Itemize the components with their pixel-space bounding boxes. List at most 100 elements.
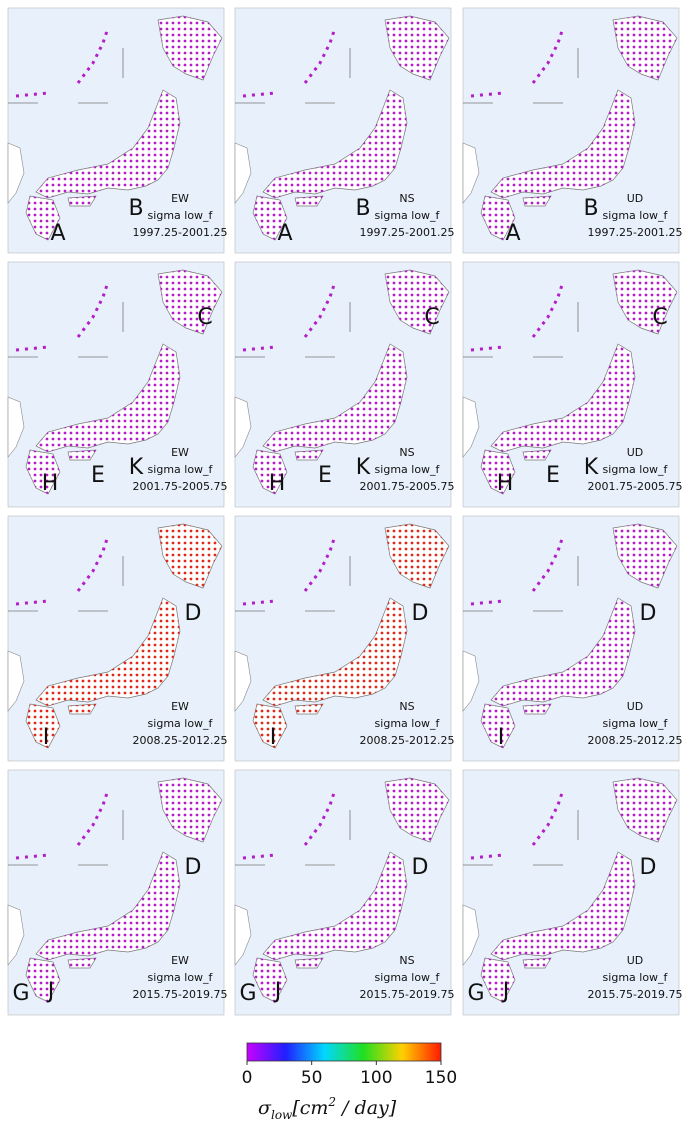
colorbar-tick-label: 100 xyxy=(360,1068,392,1088)
region-letter: E xyxy=(91,463,105,488)
korea-landmass xyxy=(234,142,252,204)
period-label: 1997.25-2001.25 xyxy=(588,226,683,239)
station-dots xyxy=(481,524,677,748)
method-label: sigma low_f xyxy=(603,209,669,222)
method-label: sigma low_f xyxy=(603,463,669,476)
region-letter: H xyxy=(497,471,514,496)
period-label: 2008.25-2012.25 xyxy=(588,734,683,747)
korea-landmass xyxy=(7,142,25,204)
colorbar-tick-label: 150 xyxy=(425,1068,457,1088)
station-dots xyxy=(26,16,222,240)
korea-landmass xyxy=(234,904,252,966)
map-panel: NS sigma low_f 2008.25-2012.25 D I xyxy=(234,515,455,762)
map-panel: UD sigma low_f 2015.75-2019.75 D G J xyxy=(462,769,682,1016)
map-panel: EW sigma low_f 2015.75-2019.75 D G J xyxy=(7,769,227,1016)
region-letter: B xyxy=(355,196,370,221)
region-letter: H xyxy=(42,471,59,496)
station-dots xyxy=(253,778,449,1002)
korea-landmass xyxy=(7,650,25,712)
region-letter: E xyxy=(546,463,560,488)
label-unit: [cm xyxy=(292,1097,328,1119)
period-label: 1997.25-2001.25 xyxy=(133,226,228,239)
region-letter: J xyxy=(501,979,510,1004)
method-label: sigma low_f xyxy=(148,971,214,984)
region-letter: D xyxy=(412,601,429,626)
region-letter: A xyxy=(50,221,65,246)
colorbar xyxy=(246,1042,442,1062)
label-power: 2 xyxy=(327,1095,336,1109)
method-label: sigma low_f xyxy=(375,971,441,984)
station-dots xyxy=(26,778,222,1002)
map-panel: EW sigma low_f 2001.75-2005.75 C H E K xyxy=(7,261,228,508)
component-label: EW xyxy=(171,954,189,967)
region-letter: G xyxy=(467,981,484,1006)
korea-landmass xyxy=(462,650,480,712)
component-label: UD xyxy=(627,954,644,967)
component-label: NS xyxy=(399,192,414,205)
component-label: NS xyxy=(399,954,414,967)
korea-landmass xyxy=(462,396,480,458)
station-dots xyxy=(253,16,449,240)
station-dots xyxy=(481,270,677,494)
region-letter: B xyxy=(128,196,143,221)
component-label: EW xyxy=(171,446,189,459)
region-letter: G xyxy=(239,981,256,1006)
colorbar-tick-label: 50 xyxy=(301,1068,323,1088)
method-label: sigma low_f xyxy=(148,209,214,222)
station-dots xyxy=(253,270,449,494)
period-label: 2008.25-2012.25 xyxy=(133,734,228,747)
map-panel: UD sigma low_f 2001.75-2005.75 C H E K xyxy=(462,261,682,508)
component-label: EW xyxy=(171,192,189,205)
map-panel: UD sigma low_f 2008.25-2012.25 D I xyxy=(462,515,683,762)
region-letter: E xyxy=(318,463,332,488)
region-letter: I xyxy=(498,725,505,750)
period-label: 2015.75-2019.75 xyxy=(360,988,455,1001)
region-letter: B xyxy=(583,196,598,221)
korea-landmass xyxy=(462,142,480,204)
period-label: 2001.75-2005.75 xyxy=(360,480,455,493)
component-label: UD xyxy=(627,446,644,459)
region-letter: C xyxy=(197,305,212,330)
region-letter: D xyxy=(412,855,429,880)
region-letter: H xyxy=(269,471,286,496)
method-label: sigma low_f xyxy=(603,971,669,984)
korea-landmass xyxy=(234,650,252,712)
colorbar-tick-label: 0 xyxy=(242,1068,253,1088)
station-dots xyxy=(26,524,222,748)
region-letter: D xyxy=(640,855,657,880)
region-letter: K xyxy=(584,455,599,480)
method-label: sigma low_f xyxy=(603,717,669,730)
label-symbol: σ xyxy=(258,1097,272,1119)
map-panel: UD sigma low_f 1997.25-2001.25 A B xyxy=(462,7,683,254)
method-label: sigma low_f xyxy=(148,717,214,730)
station-dots xyxy=(481,16,677,240)
map-panel: NS sigma low_f 1997.25-2001.25 A B xyxy=(234,7,454,254)
component-label: EW xyxy=(171,700,189,713)
region-letter: C xyxy=(424,305,439,330)
korea-landmass xyxy=(7,904,25,966)
label-subscript: low xyxy=(271,1108,293,1122)
colorbar-label: σlow[cm2 / day] xyxy=(258,1095,397,1122)
region-letter: J xyxy=(46,979,55,1004)
region-letter: I xyxy=(270,725,277,750)
map-panel: EW sigma low_f 2008.25-2012.25 D I xyxy=(7,515,228,762)
map-panel: EW sigma low_f 1997.25-2001.25 A B xyxy=(7,7,228,254)
region-letter: I xyxy=(43,725,50,750)
period-label: 2008.25-2012.25 xyxy=(360,734,455,747)
component-label: NS xyxy=(399,700,414,713)
map-panel: NS sigma low_f 2015.75-2019.75 D G J xyxy=(234,769,455,1016)
region-letter: C xyxy=(652,305,667,330)
period-label: 2001.75-2005.75 xyxy=(133,480,228,493)
component-label: UD xyxy=(627,192,644,205)
station-dots xyxy=(253,524,449,748)
map-panel: NS sigma low_f 2001.75-2005.75 C H E K xyxy=(234,261,455,508)
method-label: sigma low_f xyxy=(148,463,214,476)
region-letter: D xyxy=(185,855,202,880)
component-label: NS xyxy=(399,446,414,459)
method-label: sigma low_f xyxy=(375,717,441,730)
region-letter: J xyxy=(273,979,282,1004)
region-letter: K xyxy=(129,455,144,480)
station-dots xyxy=(481,778,677,1002)
region-letter: A xyxy=(505,221,520,246)
